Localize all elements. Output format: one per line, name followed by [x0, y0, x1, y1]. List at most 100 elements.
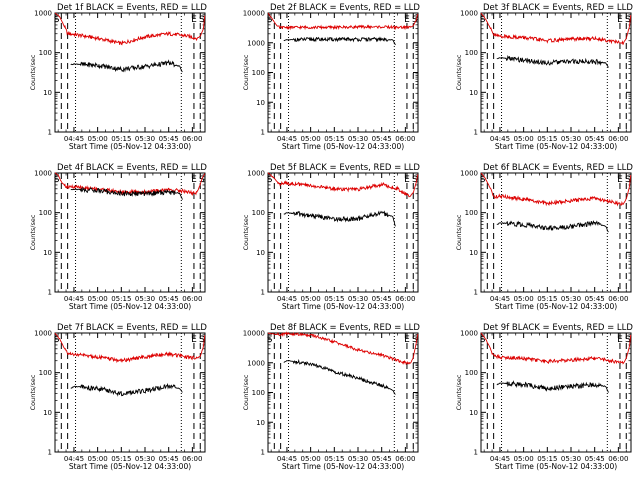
plot-frame: [54, 12, 206, 133]
y-tick-label: 10: [256, 99, 265, 107]
y-axis-label: Counts/sec: [29, 374, 37, 410]
x-tick-label: 04:45: [490, 455, 510, 463]
y-tick-label: 100: [252, 209, 265, 217]
y-tick-label: 10: [256, 249, 265, 257]
event-marker-label: S: [267, 335, 273, 345]
lld-series-line: [54, 172, 206, 197]
events-series-line: [496, 380, 609, 393]
event-marker-label: S: [480, 335, 486, 345]
x-tick-label: 05:15: [537, 135, 557, 143]
detector-panel: Det 1f BLACK = Events, RED = LLD 1 10 100 10…: [29, 3, 207, 151]
y-axis-label: Counts/sec: [455, 214, 463, 250]
x-tick-label: 05:00: [514, 455, 534, 463]
y-tick-label: 10: [256, 419, 265, 427]
x-tick-label: 05:45: [372, 455, 392, 463]
x-tick-label: 05:45: [159, 135, 179, 143]
x-tick-label: 05:00: [514, 135, 534, 143]
x-axis-label: Start Time (05-Nov-12 04:33:00): [69, 462, 191, 471]
detector-panel: Det 6f BLACK = Events, RED = LLD 1 10 100 10…: [455, 163, 633, 311]
y-tick-label: 10: [43, 409, 52, 417]
event-marker-label: S: [199, 15, 205, 25]
y-tick-label: 10: [469, 409, 478, 417]
events-series-line: [283, 358, 396, 395]
panel-title: Det 4f BLACK = Events, RED = LLD: [57, 163, 207, 173]
event-marker-label: S: [199, 335, 205, 345]
event-marker-label: S: [267, 15, 273, 25]
y-tick-label: 1000: [460, 170, 478, 178]
x-tick-label: 05:45: [159, 455, 179, 463]
plot-frame: [480, 172, 632, 293]
plot-frame: [267, 172, 419, 293]
y-tick-label: 1: [474, 129, 478, 137]
x-axis-label: Start Time (05-Nov-12 04:33:00): [495, 142, 617, 151]
y-tick-label: 1000: [34, 330, 52, 338]
panel-title: Det 6f BLACK = Events, RED = LLD: [483, 163, 633, 173]
y-tick-label: 1000: [34, 170, 52, 178]
y-tick-label: 10000: [243, 10, 265, 18]
y-axis-label: Counts/sec: [29, 214, 37, 250]
x-tick-label: 05:30: [348, 295, 368, 303]
x-tick-label: 05:30: [135, 455, 155, 463]
lld-series-line: [480, 12, 632, 45]
x-tick-label: 04:45: [490, 295, 510, 303]
x-tick-label: 06:00: [608, 295, 628, 303]
lld-series-line: [267, 172, 419, 198]
panel-title: Det 8f BLACK = Events, RED = LLD: [270, 323, 420, 333]
x-tick-label: 05:45: [585, 295, 605, 303]
detector-panel: Det 3f BLACK = Events, RED = LLD 1 10 100 10…: [455, 3, 633, 151]
y-tick-label: 10: [43, 249, 52, 257]
event-marker-label: S: [412, 335, 418, 345]
event-marker-label: E: [617, 15, 623, 25]
event-marker-label: E: [404, 15, 410, 25]
x-tick-label: 06:00: [182, 295, 202, 303]
panel-title: Det 3f BLACK = Events, RED = LLD: [483, 3, 633, 13]
x-tick-label: 06:00: [182, 455, 202, 463]
y-tick-label: 100: [465, 369, 478, 377]
x-tick-label: 05:45: [372, 295, 392, 303]
event-marker-label: E: [191, 175, 197, 185]
x-tick-label: 05:45: [159, 295, 179, 303]
lld-series-line: [267, 12, 419, 31]
x-tick-label: 05:15: [537, 295, 557, 303]
x-tick-label: 05:15: [111, 455, 131, 463]
y-tick-label: 10: [469, 249, 478, 257]
plot-frame: [54, 332, 206, 453]
y-tick-label: 1000: [247, 359, 265, 367]
y-tick-label: 1: [48, 449, 52, 457]
plot-frame: [480, 12, 632, 133]
y-tick-label: 1: [474, 449, 478, 457]
y-axis-label: Counts/sec: [455, 374, 463, 410]
lld-series-line: [54, 332, 206, 364]
x-tick-label: 04:45: [64, 455, 84, 463]
y-tick-label: 100: [465, 209, 478, 217]
y-tick-label: 1000: [247, 170, 265, 178]
plot-frame: [267, 12, 419, 133]
x-tick-label: 05:15: [324, 135, 344, 143]
y-axis-label: Counts/sec: [242, 214, 250, 250]
events-series-line: [283, 36, 396, 46]
detector-panel: Det 7f BLACK = Events, RED = LLD 1 10 100 10…: [29, 323, 207, 471]
x-tick-label: 05:45: [585, 455, 605, 463]
y-axis-label: Counts/sec: [29, 54, 37, 90]
x-tick-label: 05:30: [348, 135, 368, 143]
y-tick-label: 100: [465, 49, 478, 57]
events-series-line: [496, 54, 609, 68]
panel-title: Det 7f BLACK = Events, RED = LLD: [57, 323, 207, 333]
event-marker-label: S: [54, 175, 60, 185]
x-tick-label: 04:45: [64, 295, 84, 303]
y-tick-label: 1: [261, 129, 265, 137]
y-tick-label: 1: [48, 129, 52, 137]
y-axis-label: Counts/sec: [242, 54, 250, 90]
event-marker-label: E: [191, 15, 197, 25]
x-tick-label: 05:30: [135, 295, 155, 303]
x-tick-label: 06:00: [395, 295, 415, 303]
y-tick-label: 1: [261, 449, 265, 457]
events-series-line: [70, 187, 183, 200]
y-axis-label: Counts/sec: [455, 54, 463, 90]
y-tick-label: 100: [39, 49, 52, 57]
plot-frame: [54, 172, 206, 293]
x-tick-label: 04:45: [64, 135, 84, 143]
plot-frame: [480, 332, 632, 453]
y-tick-label: 1: [48, 289, 52, 297]
lld-series-line: [480, 332, 632, 365]
